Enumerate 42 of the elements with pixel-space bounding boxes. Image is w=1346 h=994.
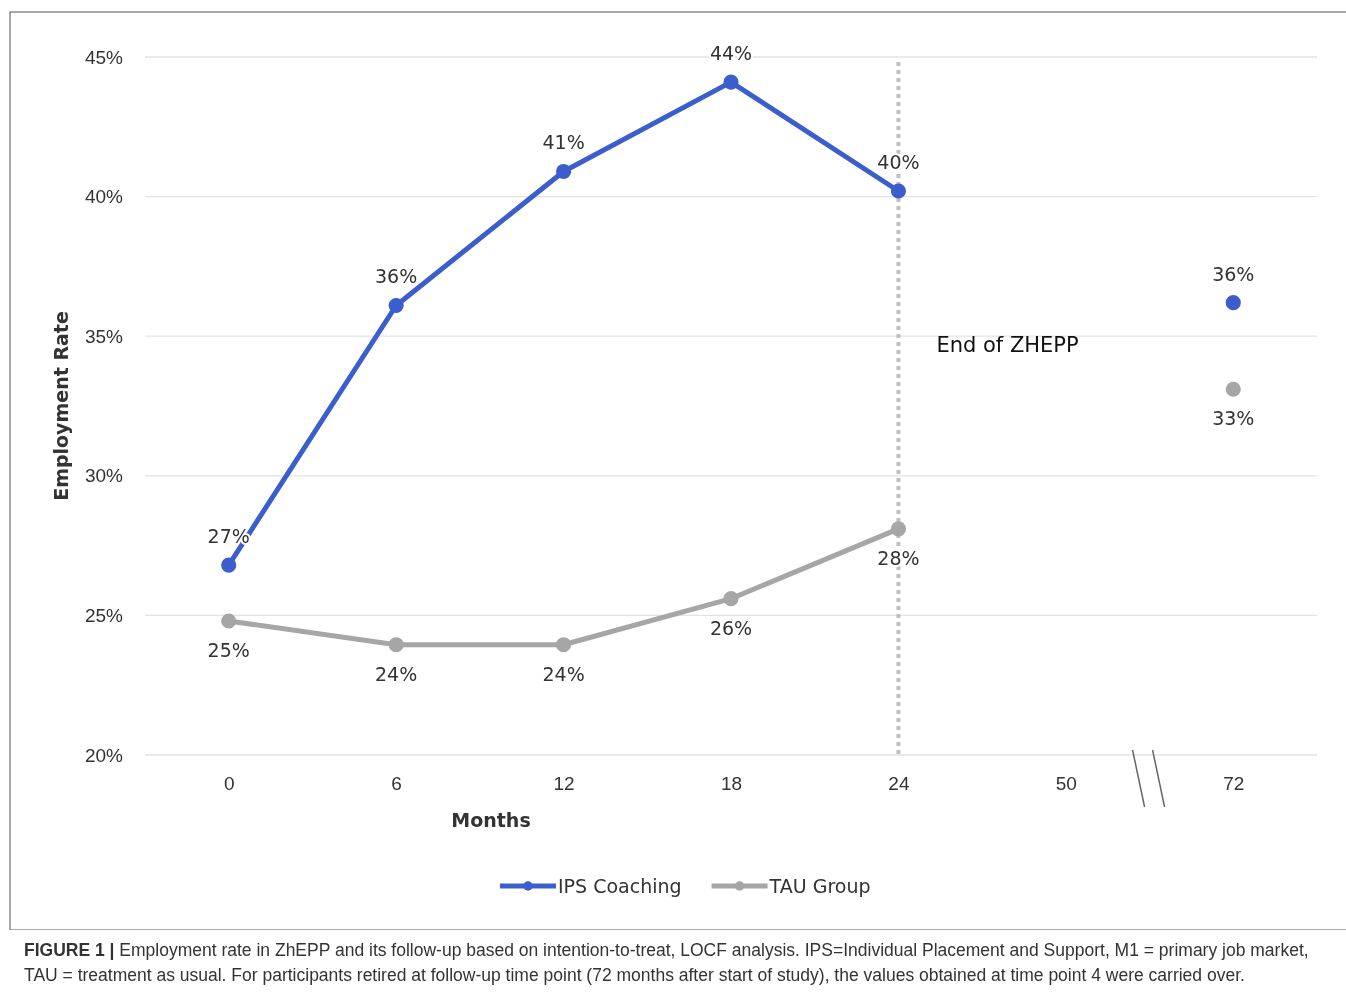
- caption: FIGURE 1 | Employment rate in ZhEPP and its follow-up based on intention-to-treat, LOCF analysis. IPS=Individual Placement and Support, M1 = primary job market, TAU = treatment as usual. For participants retired at follow-up time point (72 months after start of study), the values obtained at time point 4 were carried over.: [24, 940, 1309, 985]
- legend-label: TAU Group: [768, 875, 871, 897]
- point: [1225, 295, 1241, 311]
- data-label: 41%: [542, 131, 585, 154]
- point: [723, 74, 739, 90]
- data-label: 24%: [542, 662, 585, 685]
- y-tick-label: 40%: [84, 186, 124, 208]
- data-label: 36%: [375, 265, 418, 288]
- point: [221, 557, 237, 573]
- point: [556, 637, 572, 653]
- legend-label: IPS Coaching: [558, 875, 682, 897]
- x-tick-label: 0: [223, 773, 235, 795]
- x-tick-label: 72: [1223, 773, 1245, 795]
- x-tick-label: 6: [391, 773, 402, 795]
- point: [723, 591, 739, 607]
- point: [1225, 381, 1241, 397]
- x-axis-title: Months: [451, 809, 531, 831]
- y-tick-label: 20%: [84, 744, 124, 766]
- point: [388, 637, 404, 653]
- data-label: 36%: [1212, 262, 1255, 285]
- x-tick-label: 50: [1055, 773, 1077, 795]
- data-label: 33%: [1212, 407, 1255, 430]
- point: [890, 521, 906, 537]
- y-tick-label: 25%: [84, 604, 124, 626]
- x-tick-label: 18: [720, 773, 743, 795]
- data-label: 40%: [877, 151, 920, 174]
- data-label: 25%: [207, 638, 250, 661]
- point: [556, 163, 572, 180]
- y-axis-title: Employment Rate: [50, 311, 72, 501]
- data-label: 26%: [709, 616, 753, 639]
- point: [221, 613, 237, 629]
- point: [890, 183, 906, 199]
- data-label: 44%: [709, 42, 753, 65]
- data-label: 28%: [877, 546, 920, 569]
- x-tick-label: 24: [888, 773, 910, 795]
- data-label: 24%: [375, 662, 418, 685]
- x-tick-label: 12: [553, 773, 575, 795]
- ref-line-label: End of ZHEPP: [936, 333, 1079, 358]
- y-tick-label: 30%: [84, 465, 124, 487]
- y-tick-label: 45%: [84, 46, 124, 68]
- point: [388, 297, 404, 314]
- y-tick-label: 35%: [84, 325, 124, 347]
